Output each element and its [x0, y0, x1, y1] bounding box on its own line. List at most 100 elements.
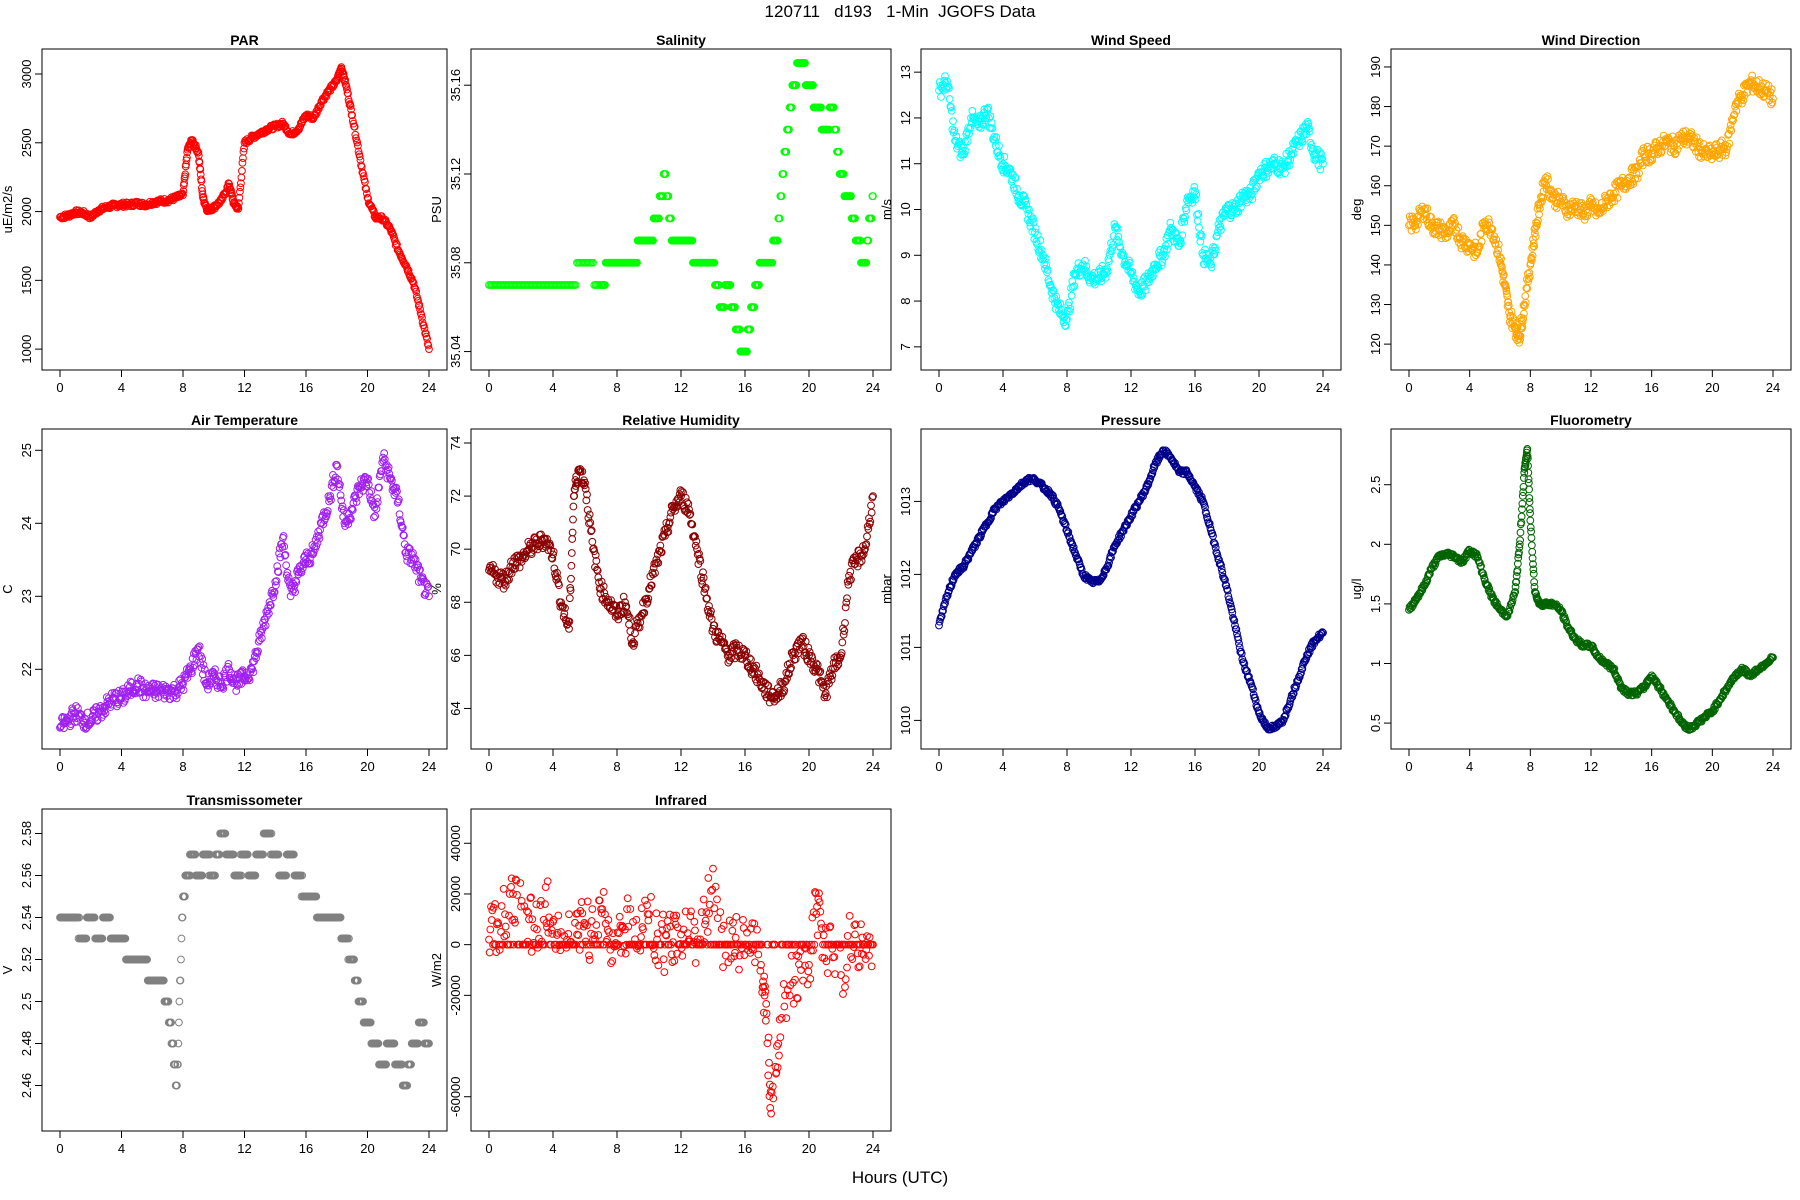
data-point	[1201, 245, 1209, 254]
data-point	[362, 185, 371, 194]
data-point	[841, 619, 849, 627]
data-point	[312, 109, 321, 117]
data-point	[664, 192, 673, 201]
data-point	[1512, 572, 1521, 581]
data-point	[416, 305, 424, 314]
data-point	[99, 711, 108, 719]
data-point	[1494, 240, 1503, 249]
data-point	[1767, 100, 1776, 109]
data-point	[863, 532, 871, 541]
data-point	[1525, 505, 1534, 514]
data-point	[1766, 655, 1775, 664]
data-point	[761, 679, 770, 688]
data-point	[1527, 541, 1536, 550]
data-point	[280, 542, 289, 551]
data-point	[1157, 261, 1166, 270]
data-point	[1230, 616, 1239, 625]
data-point	[1281, 711, 1290, 720]
data-point	[591, 551, 600, 559]
data-point	[1211, 543, 1220, 552]
data-point	[1145, 475, 1154, 484]
data-point	[1311, 150, 1319, 159]
data-point	[809, 81, 817, 90]
data-point	[1103, 563, 1111, 571]
data-point	[1067, 291, 1076, 300]
data-point	[1640, 150, 1648, 158]
data-point	[587, 527, 595, 536]
data-point	[1506, 603, 1515, 612]
data-point	[1532, 218, 1540, 227]
data-point	[1038, 255, 1047, 264]
data-point	[1305, 124, 1313, 133]
data-point	[1496, 253, 1504, 261]
data-point	[973, 539, 981, 548]
data-point	[1727, 126, 1736, 135]
data-point	[412, 566, 421, 575]
x-tick-label: 0	[485, 759, 492, 774]
data-point	[1428, 219, 1437, 227]
data-point	[588, 537, 597, 546]
data-point	[1058, 512, 1067, 521]
data-point	[1194, 209, 1203, 218]
data-point	[1004, 169, 1013, 178]
data-point	[373, 494, 382, 503]
data-point	[204, 685, 212, 694]
data-point	[362, 478, 371, 487]
data-point	[515, 563, 524, 572]
data-point	[753, 670, 762, 679]
data-point	[1494, 246, 1503, 254]
data-point	[1536, 204, 1544, 213]
data-point	[123, 692, 132, 700]
data-point	[387, 228, 396, 237]
y-tick-label: 3000	[19, 60, 34, 89]
data-point	[1235, 639, 1243, 648]
data-point	[179, 686, 188, 694]
data-point	[1535, 210, 1543, 219]
data-point	[1234, 635, 1243, 644]
data-point	[194, 643, 203, 652]
data-point	[306, 559, 315, 568]
data-point	[1550, 188, 1559, 197]
data-point	[1524, 468, 1533, 477]
data-point	[354, 147, 363, 156]
data-point	[625, 620, 633, 629]
data-point	[1484, 215, 1493, 224]
data-point	[1216, 222, 1225, 231]
data-point	[1441, 234, 1450, 243]
data-point	[1226, 599, 1235, 608]
data-point	[1714, 150, 1722, 159]
data-point	[1413, 220, 1422, 229]
data-point	[281, 550, 290, 559]
data-point	[1516, 536, 1524, 545]
x-tick-label: 20	[360, 1141, 374, 1156]
data-point	[1585, 197, 1594, 206]
data-point	[1240, 659, 1249, 668]
y-tick-label: 68	[448, 595, 463, 609]
data-point	[249, 668, 258, 677]
data-point	[703, 594, 711, 603]
y-axis-label: C	[0, 584, 15, 593]
data-point	[1195, 223, 1203, 232]
data-point	[1302, 654, 1311, 663]
data-point	[292, 578, 301, 586]
data-point	[792, 81, 801, 90]
data-point	[364, 474, 373, 483]
data-point	[237, 179, 245, 188]
data-point	[327, 496, 335, 504]
data-point	[867, 508, 876, 517]
panel-title: Transmissometer	[187, 792, 303, 808]
data-point	[1267, 160, 1275, 169]
data-point	[1114, 232, 1123, 241]
data-point	[1748, 71, 1757, 80]
data-point	[987, 118, 996, 127]
x-tick-label: 24	[1766, 380, 1780, 395]
data-point	[179, 187, 188, 195]
data-point	[286, 592, 295, 601]
data-point	[1135, 497, 1143, 506]
data-point	[234, 204, 243, 213]
data-point	[695, 549, 703, 558]
x-tick-label: 24	[422, 1141, 436, 1156]
x-tick-label: 8	[1527, 380, 1534, 395]
data-point	[233, 681, 242, 690]
